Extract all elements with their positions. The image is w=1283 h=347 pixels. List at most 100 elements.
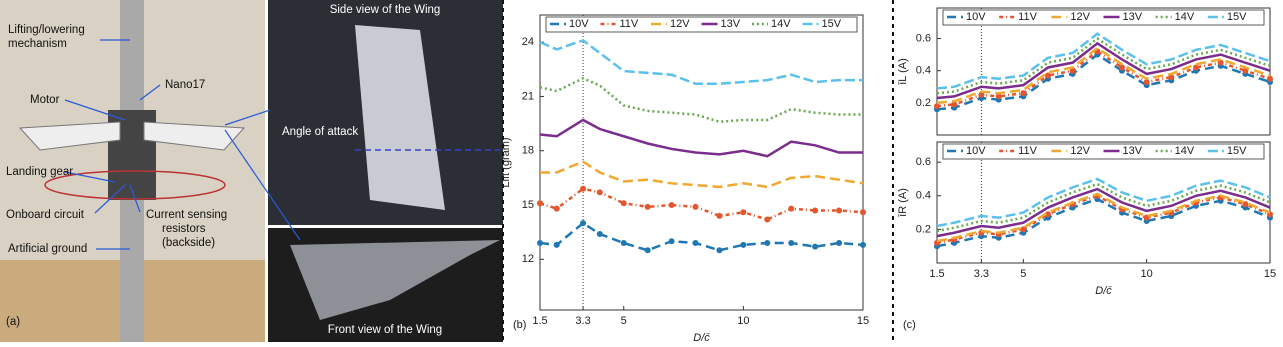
- legend-label: 12V: [670, 18, 690, 30]
- photo-label: Front view of the Wing: [328, 324, 442, 336]
- photo-panel: Lifting/lowering mechanism Nano17 Motor …: [0, 0, 503, 342]
- point: [553, 205, 560, 212]
- y-tick-label: 21: [522, 90, 534, 102]
- series-line: [936, 41, 1271, 100]
- legend-label: 15V: [1227, 145, 1247, 157]
- point: [692, 240, 699, 247]
- legend-label: 12V: [1070, 145, 1090, 157]
- point: [580, 220, 587, 227]
- series-line: [936, 192, 1271, 243]
- point: [620, 200, 627, 207]
- point: [716, 212, 723, 219]
- point: [788, 205, 795, 212]
- y-tick-label: 18: [522, 145, 534, 157]
- y-tick-label: 0.4: [916, 190, 931, 202]
- y-axis-label: īL (A): [897, 58, 909, 85]
- point: [537, 200, 543, 207]
- legend-label: 11V: [620, 18, 639, 30]
- series-line: [539, 38, 863, 86]
- x-tick-label: 15: [1264, 268, 1276, 280]
- front-wing: [290, 240, 500, 320]
- series-line: [936, 177, 1271, 228]
- point: [580, 185, 587, 192]
- series-line: [540, 160, 864, 189]
- panel-label: (c): [903, 319, 916, 331]
- side-wing: [355, 25, 445, 210]
- y-tick-label: 0.4: [916, 65, 931, 77]
- wings: [18, 121, 246, 151]
- photo-label: Current sensing: [146, 209, 227, 221]
- plot-frame: [936, 7, 1271, 136]
- x-tick-label: 1.5: [929, 268, 944, 280]
- y-tick-label: 0.6: [916, 156, 931, 168]
- legend-label: 13V: [1123, 145, 1143, 157]
- x-tick-label: 5: [621, 315, 627, 327]
- panel-label: (a): [6, 316, 20, 328]
- point: [836, 240, 843, 247]
- point: [860, 209, 866, 216]
- photo-label: resistors: [162, 223, 206, 235]
- series-line: [539, 118, 863, 158]
- point: [836, 207, 843, 214]
- photo-label: Angle of attack: [282, 126, 358, 138]
- point: [668, 202, 675, 209]
- point: [1267, 75, 1273, 82]
- series-line: [936, 187, 1271, 238]
- legend-label: 14V: [771, 18, 791, 30]
- y-tick-label: 0.6: [916, 32, 931, 44]
- point: [1168, 74, 1175, 81]
- panel-label: (b): [513, 319, 526, 331]
- legend-label: 15V: [822, 18, 842, 30]
- legend-label: 11V: [1018, 11, 1037, 23]
- point: [1217, 59, 1224, 66]
- point: [788, 240, 795, 247]
- photo-label: Lifting/lowering: [8, 24, 85, 36]
- x-tick-label: 5: [1020, 268, 1026, 280]
- point: [1045, 72, 1051, 79]
- point: [812, 243, 819, 250]
- point: [740, 209, 747, 216]
- y-tick-label: 0.2: [916, 223, 931, 235]
- x-tick-label: 3.3: [974, 268, 989, 280]
- series-line: [936, 32, 1271, 90]
- legend-label: 13V: [721, 18, 741, 30]
- legend-label: 14V: [1175, 11, 1195, 23]
- point: [1045, 211, 1051, 218]
- legend-label: 14V: [1175, 145, 1195, 157]
- photo-label: Onboard circuit: [6, 209, 85, 221]
- legend-label: 12V: [1070, 11, 1090, 23]
- point: [692, 203, 699, 210]
- series-line: [936, 37, 1271, 95]
- photo-label: Nano17: [165, 79, 205, 91]
- photo-label: Motor: [30, 94, 60, 106]
- x-tick-label: 3.3: [575, 315, 590, 327]
- plot-frame: [539, 14, 864, 311]
- series-line: [936, 194, 1271, 245]
- y-tick-label: 24: [522, 36, 534, 48]
- photo-label: Side view of the Wing: [330, 4, 441, 16]
- point: [716, 247, 723, 254]
- point: [1069, 67, 1076, 74]
- point: [1119, 64, 1125, 71]
- callout-lines: [64, 39, 301, 250]
- x-tick-label: 1.5: [532, 315, 547, 327]
- y-tick-label: 15: [522, 199, 534, 211]
- photo-label: Landing gear: [6, 166, 73, 178]
- point: [951, 101, 958, 108]
- y-tick-label: 12: [522, 253, 534, 265]
- point: [537, 240, 543, 247]
- photo-label: Artificial ground: [8, 243, 87, 255]
- legend-label: 13V: [1123, 11, 1143, 23]
- legend-label: 10V: [569, 18, 589, 30]
- point: [596, 230, 603, 237]
- point: [812, 207, 819, 214]
- point: [1143, 78, 1150, 85]
- x-tick-label: 10: [737, 315, 749, 327]
- y-axis-label: īR (A): [897, 188, 909, 217]
- point: [860, 241, 866, 248]
- legend-label: 15V: [1227, 11, 1247, 23]
- legend-label: 10V: [966, 145, 986, 157]
- legend-label: 10V: [966, 11, 986, 23]
- point: [995, 93, 1002, 100]
- x-axis-label: D/c̄: [1095, 285, 1112, 297]
